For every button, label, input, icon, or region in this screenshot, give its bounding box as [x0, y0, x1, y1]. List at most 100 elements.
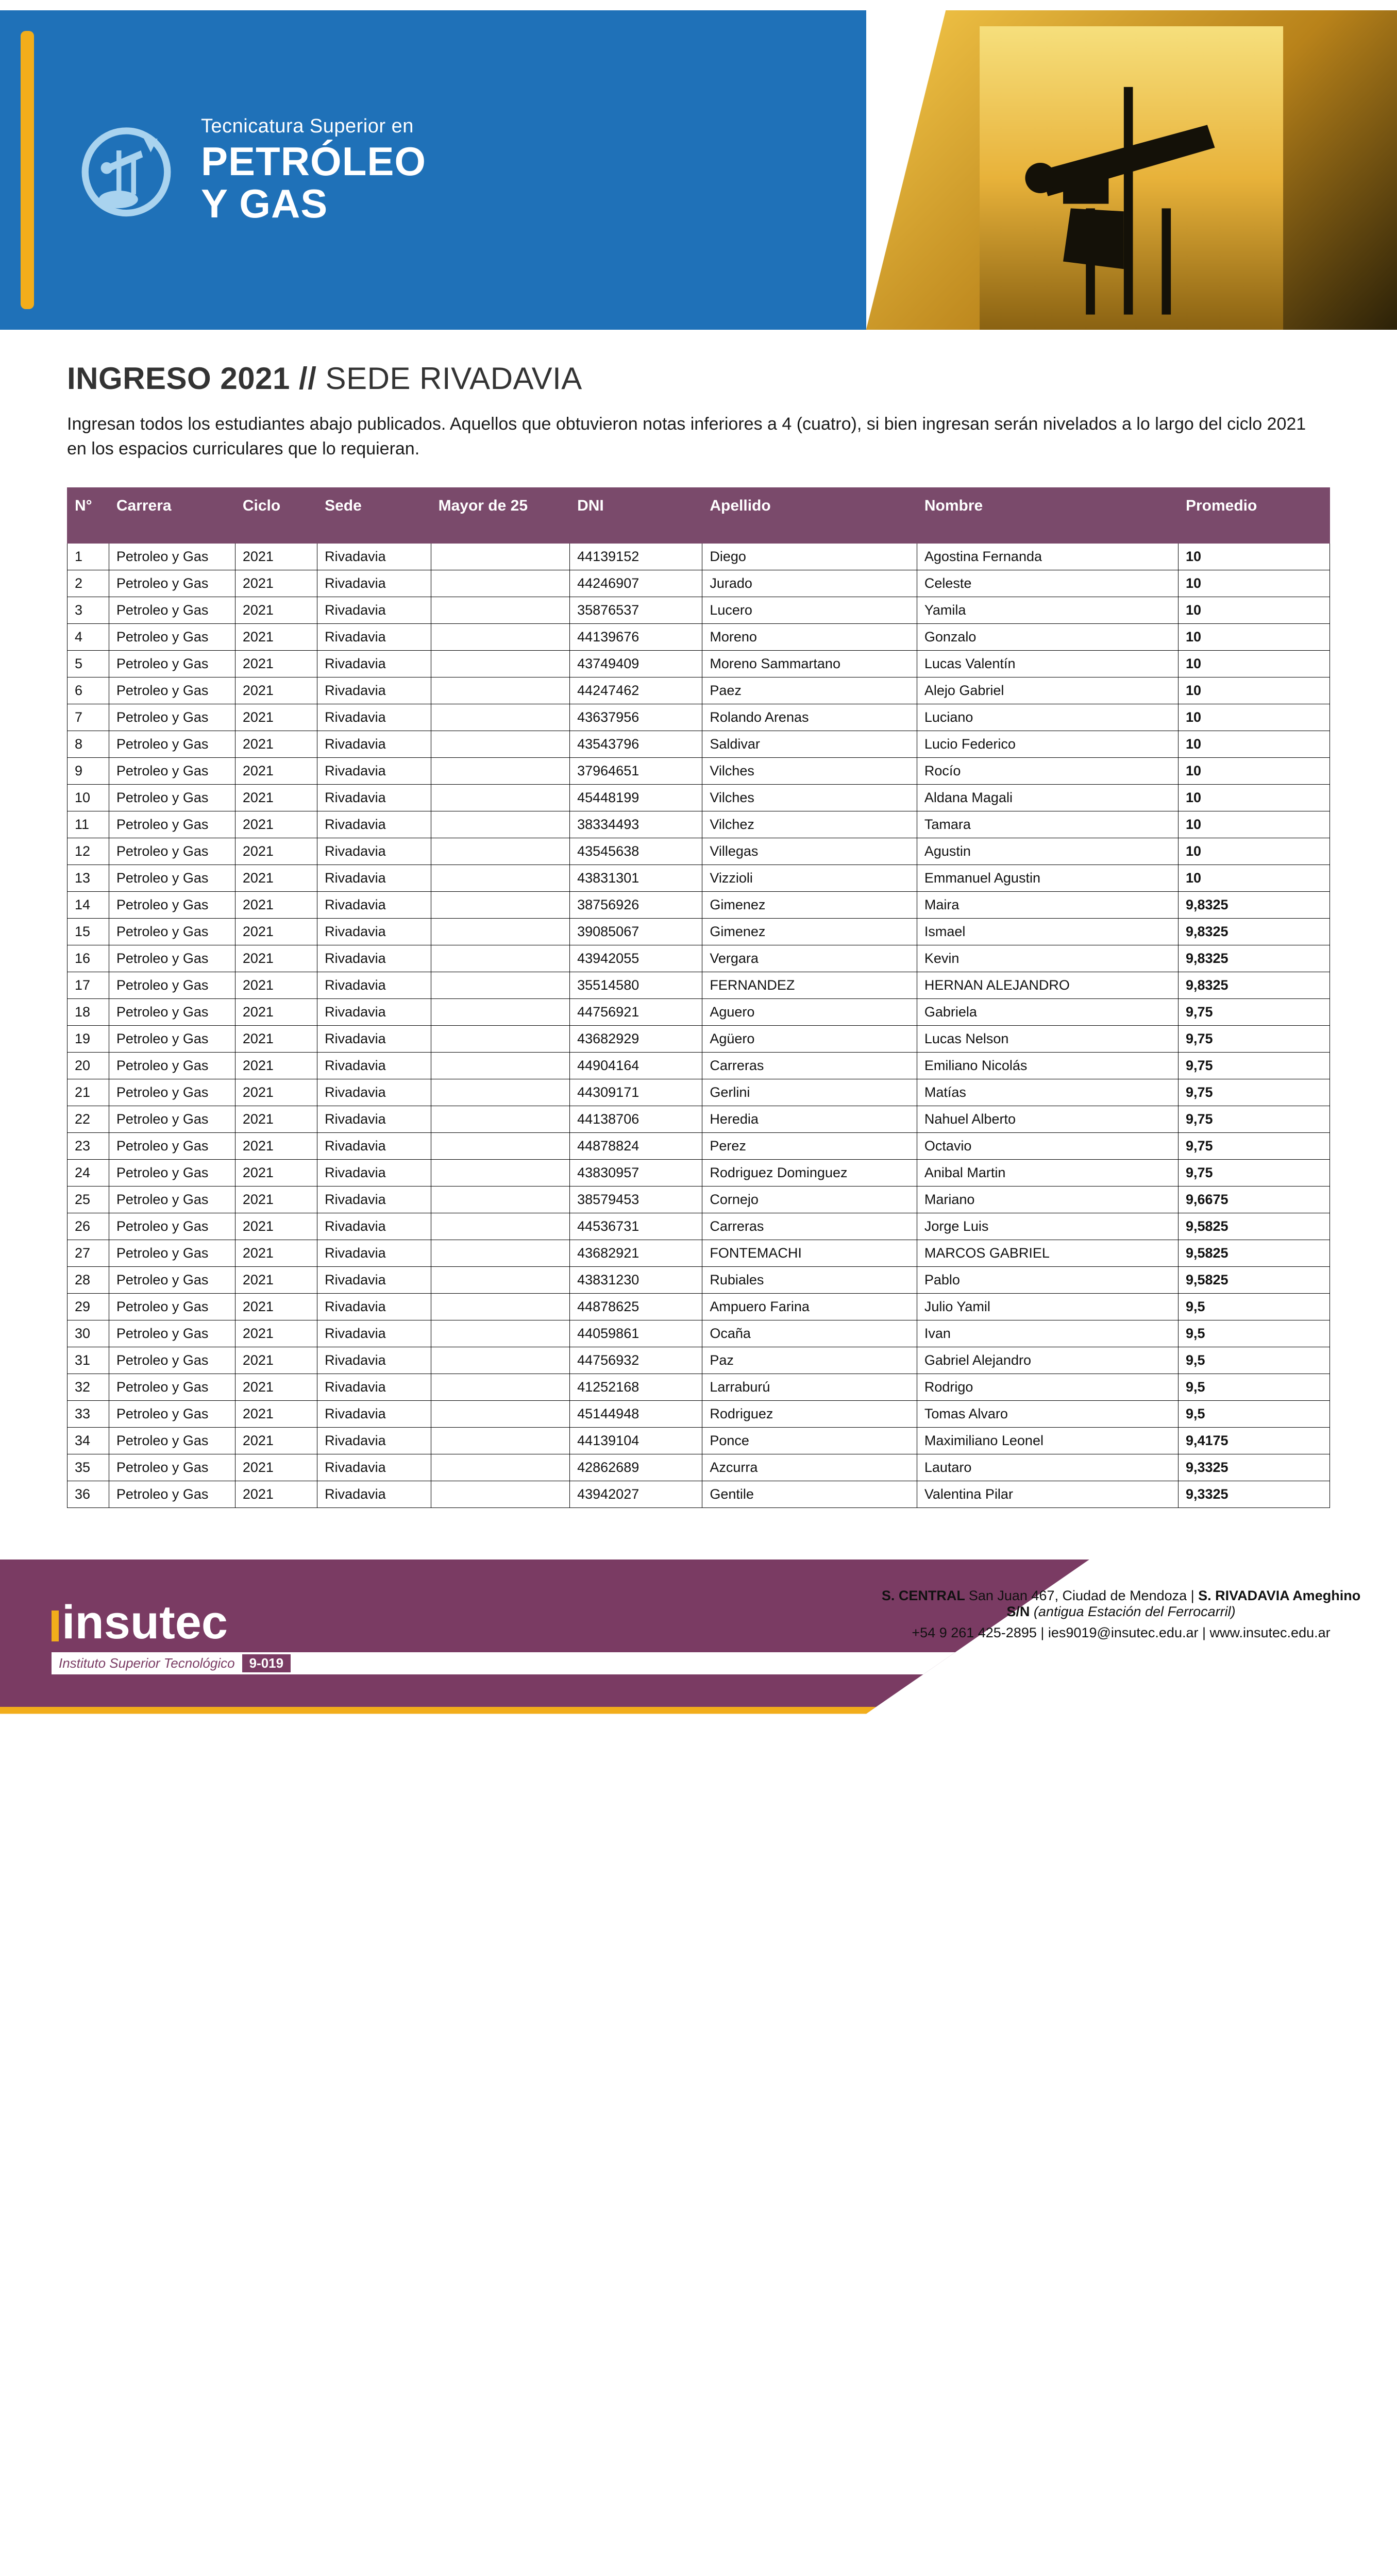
table-cell-sede: Rivadavia [317, 597, 431, 623]
table-row[interactable]: 5 Petroleo y Gas 2021 Rivadavia 43749409 More… [68, 650, 1330, 677]
table-cell-carrera: Petroleo y Gas [109, 543, 235, 570]
table-row[interactable]: 4 Petroleo y Gas 2021 Rivadavia 44139676 More… [68, 623, 1330, 650]
table-cell-mayor [431, 1186, 570, 1213]
table-row[interactable]: 29 Petroleo y Gas 2021 Rivadavia 44878625 Amp… [68, 1293, 1330, 1320]
table-row[interactable]: 14 Petroleo y Gas 2021 Rivadavia 38756926 Gim… [68, 891, 1330, 918]
table-cell-dni: 44059861 [570, 1320, 702, 1347]
table-cell-ciclo: 2021 [235, 1400, 317, 1427]
table-cell-n: 6 [68, 677, 109, 704]
table-cell-nombre: Ivan [917, 1320, 1178, 1347]
table-cell-dni: 44904164 [570, 1052, 702, 1079]
col-header-apellido: Apellido [702, 487, 917, 543]
table-cell-mayor [431, 1347, 570, 1374]
table-cell-promedio: 9,75 [1178, 1132, 1329, 1159]
table-cell-promedio: 10 [1178, 704, 1329, 731]
table-cell-dni: 45144948 [570, 1400, 702, 1427]
table-row[interactable]: 30 Petroleo y Gas 2021 Rivadavia 44059861 Oca… [68, 1320, 1330, 1347]
footer-contact-line: +54 9 261 425-2895 | ies9019@insutec.edu… [876, 1625, 1366, 1641]
table-cell-carrera: Petroleo y Gas [109, 623, 235, 650]
table-row[interactable]: 27 Petroleo y Gas 2021 Rivadavia 43682921 FON… [68, 1240, 1330, 1266]
table-cell-nombre: Maximiliano Leonel [917, 1427, 1178, 1454]
table-cell-mayor [431, 1240, 570, 1266]
table-row[interactable]: 35 Petroleo y Gas 2021 Rivadavia 42862689 Azc… [68, 1454, 1330, 1481]
table-cell-dni: 43682921 [570, 1240, 702, 1266]
table-row[interactable]: 36 Petroleo y Gas 2021 Rivadavia 43942027 Gen… [68, 1481, 1330, 1507]
table-row[interactable]: 23 Petroleo y Gas 2021 Rivadavia 44878824 Per… [68, 1132, 1330, 1159]
table-cell-nombre: Gabriela [917, 998, 1178, 1025]
table-cell-ciclo: 2021 [235, 1079, 317, 1106]
table-row[interactable]: 16 Petroleo y Gas 2021 Rivadavia 43942055 Ver… [68, 945, 1330, 972]
table-row[interactable]: 24 Petroleo y Gas 2021 Rivadavia 43830957 Rod… [68, 1159, 1330, 1186]
table-cell-apellido: Perez [702, 1132, 917, 1159]
table-cell-apellido: Agüero [702, 1025, 917, 1052]
table-row[interactable]: 10 Petroleo y Gas 2021 Rivadavia 45448199 Vil… [68, 784, 1330, 811]
table-row[interactable]: 2 Petroleo y Gas 2021 Rivadavia 44246907 Jura… [68, 570, 1330, 597]
table-row[interactable]: 15 Petroleo y Gas 2021 Rivadavia 39085067 Gim… [68, 918, 1330, 945]
table-row[interactable]: 33 Petroleo y Gas 2021 Rivadavia 45144948 Rod… [68, 1400, 1330, 1427]
table-row[interactable]: 34 Petroleo y Gas 2021 Rivadavia 44139104 Pon… [68, 1427, 1330, 1454]
table-row[interactable]: 22 Petroleo y Gas 2021 Rivadavia 44138706 Her… [68, 1106, 1330, 1132]
table-cell-promedio: 9,8325 [1178, 891, 1329, 918]
table-cell-promedio: 9,4175 [1178, 1427, 1329, 1454]
table-row[interactable]: 11 Petroleo y Gas 2021 Rivadavia 38334493 Vil… [68, 811, 1330, 838]
table-row[interactable]: 25 Petroleo y Gas 2021 Rivadavia 38579453 Cor… [68, 1186, 1330, 1213]
table-row[interactable]: 28 Petroleo y Gas 2021 Rivadavia 43831230 Rub… [68, 1266, 1330, 1293]
table-body[interactable]: 1 Petroleo y Gas 2021 Rivadavia 44139152 Dieg… [68, 543, 1330, 1507]
table-row[interactable]: 21 Petroleo y Gas 2021 Rivadavia 44309171 Ger… [68, 1079, 1330, 1106]
table-row[interactable]: 13 Petroleo y Gas 2021 Rivadavia 43831301 Viz… [68, 865, 1330, 891]
table-row[interactable]: 18 Petroleo y Gas 2021 Rivadavia 44756921 Agu… [68, 998, 1330, 1025]
table-cell-n: 1 [68, 543, 109, 570]
table-cell-nombre: Alejo Gabriel [917, 677, 1178, 704]
table-cell-apellido: Rubiales [702, 1266, 917, 1293]
header-image-panel [866, 10, 1397, 330]
table-cell-promedio: 10 [1178, 757, 1329, 784]
table-row[interactable]: 1 Petroleo y Gas 2021 Rivadavia 44139152 Dieg… [68, 543, 1330, 570]
table-cell-promedio: 9,5825 [1178, 1240, 1329, 1266]
table-cell-dni: 38334493 [570, 811, 702, 838]
table-row[interactable]: 7 Petroleo y Gas 2021 Rivadavia 43637956 Rola… [68, 704, 1330, 731]
table-cell-n: 26 [68, 1213, 109, 1240]
table-cell-dni: 43942027 [570, 1481, 702, 1507]
document-page: Tecnicatura Superior en PETRÓLEO Y GAS [0, 10, 1397, 1714]
table-row[interactable]: 12 Petroleo y Gas 2021 Rivadavia 43545638 Vil… [68, 838, 1330, 865]
table-cell-apellido: Paz [702, 1347, 917, 1374]
table-row[interactable]: 19 Petroleo y Gas 2021 Rivadavia 43682929 Agü… [68, 1025, 1330, 1052]
table-row[interactable]: 32 Petroleo y Gas 2021 Rivadavia 41252168 Lar… [68, 1374, 1330, 1400]
results-table-container: N° Carrera Ciclo Sede Mayor de 25 DNI Ap… [0, 487, 1397, 1539]
table-cell-sede: Rivadavia [317, 1213, 431, 1240]
table-cell-n: 7 [68, 704, 109, 731]
table-row[interactable]: 31 Petroleo y Gas 2021 Rivadavia 44756932 Paz… [68, 1347, 1330, 1374]
table-cell-nombre: Lucio Federico [917, 731, 1178, 757]
table-cell-carrera: Petroleo y Gas [109, 677, 235, 704]
table-cell-ciclo: 2021 [235, 1052, 317, 1079]
table-cell-mayor [431, 1266, 570, 1293]
table-cell-carrera: Petroleo y Gas [109, 1106, 235, 1132]
table-cell-promedio: 9,75 [1178, 1159, 1329, 1186]
results-table[interactable]: N° Carrera Ciclo Sede Mayor de 25 DNI Ap… [67, 487, 1330, 1508]
table-cell-apellido: Ponce [702, 1427, 917, 1454]
table-row[interactable]: 17 Petroleo y Gas 2021 Rivadavia 35514580 FER… [68, 972, 1330, 998]
table-row[interactable]: 9 Petroleo y Gas 2021 Rivadavia 37964651 Vilc… [68, 757, 1330, 784]
table-cell-nombre: Julio Yamil [917, 1293, 1178, 1320]
table-cell-mayor [431, 918, 570, 945]
table-row[interactable]: 20 Petroleo y Gas 2021 Rivadavia 44904164 Car… [68, 1052, 1330, 1079]
col-header-carrera: Carrera [109, 487, 235, 543]
header-text-block: Tecnicatura Superior en PETRÓLEO Y GAS [201, 115, 426, 225]
table-cell-apellido: Vilches [702, 784, 917, 811]
table-cell-sede: Rivadavia [317, 891, 431, 918]
table-row[interactable]: 3 Petroleo y Gas 2021 Rivadavia 35876537 Luce… [68, 597, 1330, 623]
table-cell-carrera: Petroleo y Gas [109, 731, 235, 757]
table-cell-mayor [431, 1132, 570, 1159]
table-cell-dni: 44878625 [570, 1293, 702, 1320]
table-cell-carrera: Petroleo y Gas [109, 1079, 235, 1106]
table-cell-mayor [431, 704, 570, 731]
table-cell-carrera: Petroleo y Gas [109, 1266, 235, 1293]
table-cell-carrera: Petroleo y Gas [109, 1052, 235, 1079]
table-row[interactable]: 26 Petroleo y Gas 2021 Rivadavia 44536731 Car… [68, 1213, 1330, 1240]
pumpjack-silhouette-image [893, 26, 1370, 330]
table-cell-n: 33 [68, 1400, 109, 1427]
table-cell-sede: Rivadavia [317, 1427, 431, 1454]
table-row[interactable]: 8 Petroleo y Gas 2021 Rivadavia 43543796 Sald… [68, 731, 1330, 757]
table-row[interactable]: 6 Petroleo y Gas 2021 Rivadavia 44247462 Paez… [68, 677, 1330, 704]
table-cell-promedio: 9,8325 [1178, 945, 1329, 972]
